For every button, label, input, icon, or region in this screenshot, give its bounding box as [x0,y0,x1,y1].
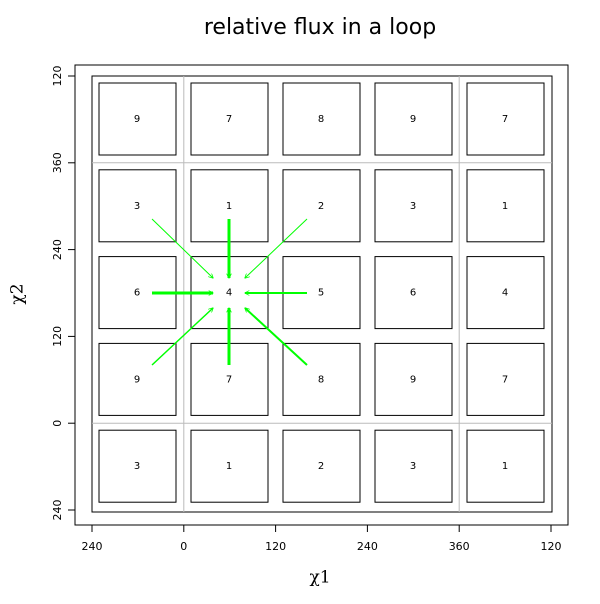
y-tick-label: 120 [51,326,64,347]
cell-box [466,256,545,330]
x-tick-label: 240 [357,540,378,553]
cell-label: 1 [226,201,232,212]
x-tick-label: 120 [265,540,286,553]
cell-box [282,429,361,503]
cell-label: 9 [410,374,416,385]
cell-label: 9 [134,114,140,125]
y-tick-label: 0 [51,420,64,427]
y-tick-label: 240 [51,239,64,260]
flux-arrow [245,218,308,278]
plot-frame [74,64,569,526]
cell-label: 9 [134,374,140,385]
cell-label: 8 [318,374,324,385]
flux-arrow [151,308,213,366]
cell-label: 3 [134,461,140,472]
cell-label: 5 [318,288,324,299]
x-tick-label: 360 [449,540,470,553]
cell-box [282,82,361,156]
cell-label: 1 [502,201,508,212]
y-axis-label: χ2 [8,283,28,304]
y-tick-label: 120 [51,66,64,87]
cell-box [282,342,361,416]
flux-arrow [245,308,308,366]
title: relative flux in a loop [204,15,436,40]
cell-box [466,169,545,243]
cell-label: 7 [502,114,508,125]
inner-frame [91,75,553,513]
x-tick-label: 0 [180,540,187,553]
cell-label: 1 [226,461,232,472]
cell-box [374,256,453,330]
x-tick-label: 240 [82,540,103,553]
x-tick-label: 120 [541,540,562,553]
cell-box [374,342,453,416]
x-axis-label: χ1 [309,568,330,588]
cell-label: 7 [502,374,508,385]
cell-label: 2 [318,201,324,212]
cell-box [466,82,545,156]
cell-box [190,82,269,156]
cell-label: 4 [226,288,232,299]
cell-box [466,342,545,416]
cell-box [374,82,453,156]
cell-label: 3 [410,461,416,472]
cell-label: 8 [318,114,324,125]
cell-box [98,82,177,156]
cell-label: 9 [410,114,416,125]
cell-label: 3 [134,201,140,212]
cell-box [466,429,545,503]
y-tick-label: 360 [51,152,64,173]
cell-box [374,169,453,243]
cell-label: 7 [226,374,232,385]
cell-label: 7 [226,114,232,125]
y-tick-label: 240 [51,500,64,521]
cell-box [190,429,269,503]
cell-label: 2 [318,461,324,472]
cell-label: 1 [502,461,508,472]
cell-label: 6 [134,288,140,299]
cell-label: 3 [410,201,416,212]
cell-label: 6 [410,288,416,299]
flux-arrow [151,218,213,278]
cell-label: 4 [502,288,508,299]
cell-box [374,429,453,503]
cell-box [98,429,177,503]
